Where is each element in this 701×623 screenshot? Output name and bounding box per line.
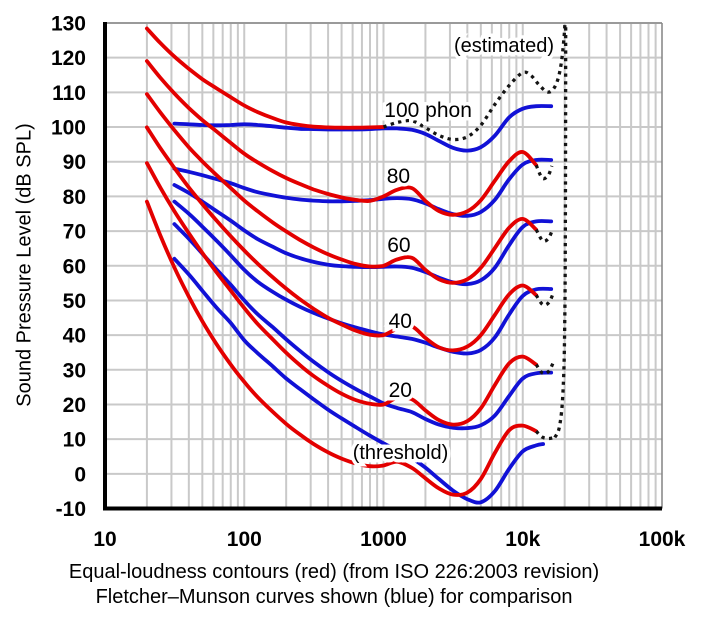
curve-label-60: 60 xyxy=(387,234,410,257)
y-tick-label--10: -10 xyxy=(56,498,86,521)
y-tick-label-90: 90 xyxy=(63,151,86,174)
y-tick-label-110: 110 xyxy=(52,82,86,105)
curve-60-phon-estimated-tail xyxy=(534,228,555,243)
y-tick-label-30: 30 xyxy=(63,359,86,382)
y-tick-label-40: 40 xyxy=(63,325,86,348)
axes xyxy=(103,22,662,511)
curve-iso-226-2003-40-phon xyxy=(145,125,539,353)
curve-40-phon-estimated-tail xyxy=(534,292,555,307)
curve-label-40: 40 xyxy=(389,310,412,333)
curve-80-phon-estimated-tail xyxy=(534,164,554,181)
y-tick-label-70: 70 xyxy=(63,221,86,244)
y-tick-label-10: 10 xyxy=(63,429,86,452)
curve-iso-226-2003-20-phon xyxy=(145,161,539,427)
curve-20-phon-estimated-tail xyxy=(534,361,555,376)
x-tick-label-100k: 100k xyxy=(639,528,686,551)
curve-iso-226-2003-60-phon xyxy=(145,92,539,285)
curve-fletcher-munson-threshold xyxy=(172,256,545,505)
curve-label-100-phon: 100 phon xyxy=(384,99,472,122)
y-tick-label-100: 100 xyxy=(51,117,86,140)
caption-line-1: Equal-loudness contours (red) (from ISO … xyxy=(68,561,600,583)
y-tick-label-0: 0 xyxy=(74,463,86,486)
y-axis-title: Sound Pressure Level (dB SPL) xyxy=(13,123,36,407)
curves xyxy=(145,22,568,505)
curve-iso-226-2003-100-phon xyxy=(145,26,386,130)
y-tick-label-120: 120 xyxy=(51,47,86,70)
x-tick-label-10k: 10k xyxy=(505,528,540,551)
curve-label-20: 20 xyxy=(389,379,412,402)
curve-fletcher-munson-20-phon xyxy=(172,222,554,431)
curve-iso-226-2003-80-phon xyxy=(145,59,539,217)
curve-estimated-high-frequency-wall xyxy=(553,22,568,439)
y-tick-label-20: 20 xyxy=(63,394,86,417)
x-tick-label-10: 10 xyxy=(93,528,116,551)
plot-frame xyxy=(105,22,663,509)
y-tick-label-130: 130 xyxy=(51,13,86,36)
y-tick-label-80: 80 xyxy=(63,186,86,209)
curve-labels: (estimated) 100 phon 80 60 40 20 (threshold) xyxy=(349,32,557,468)
curve-label-threshold: (threshold) xyxy=(353,442,449,464)
y-tick-label-60: 60 xyxy=(63,255,86,278)
curve-label-80: 80 xyxy=(387,165,410,188)
x-tick-label-100: 100 xyxy=(227,528,262,551)
curve-label-estimated: (estimated) xyxy=(454,35,554,57)
caption-line-2: Fletcher–Munson curves shown (blue) for … xyxy=(95,586,573,608)
curve-iso-226-2003-threshold xyxy=(145,199,539,497)
curve-100-phon-estimated-extension xyxy=(382,22,567,142)
curve-fletcher-munson-40-phon xyxy=(172,199,554,356)
x-tick-label-1000: 1000 xyxy=(360,528,407,551)
curve-threshold-estimated-tail xyxy=(534,430,556,441)
y-tick-label-50: 50 xyxy=(63,290,86,313)
